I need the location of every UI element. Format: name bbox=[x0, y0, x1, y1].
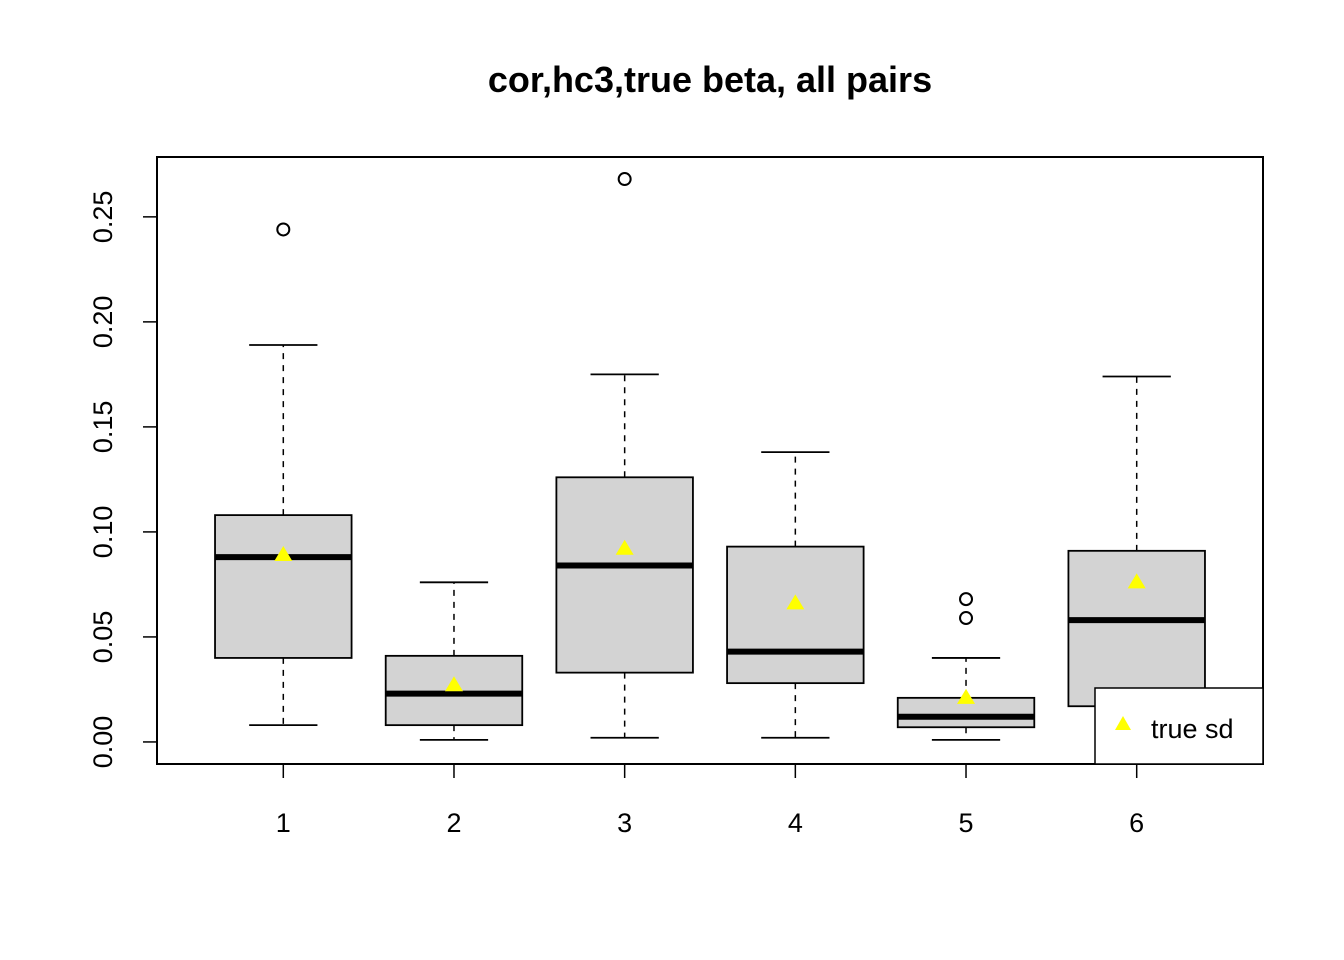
x-tick-label: 2 bbox=[446, 808, 461, 838]
x-tick-label: 3 bbox=[617, 808, 632, 838]
true-sd-marker bbox=[1127, 573, 1146, 589]
chart-title: cor,hc3,true beta, all pairs bbox=[488, 59, 932, 100]
true-sd-marker bbox=[957, 688, 976, 704]
true-sd-markers-layer bbox=[274, 539, 1146, 704]
boxes-layer bbox=[214, 172, 1206, 743]
box-body bbox=[384, 654, 524, 727]
outlier-point bbox=[276, 222, 291, 237]
x-tick-label: 1 bbox=[276, 808, 291, 838]
true-sd-marker bbox=[786, 594, 805, 610]
legend: true sd bbox=[1094, 687, 1264, 765]
true-sd-marker bbox=[444, 676, 463, 692]
outlier-point bbox=[959, 592, 974, 607]
y-tick-label: 0.10 bbox=[88, 506, 118, 559]
legend-marker bbox=[1115, 716, 1131, 730]
axes-layer: 0.00 0.05 0.10 0.15 0.20 0.25 1 2 3 4 5 6 bbox=[88, 191, 1144, 838]
box-body bbox=[555, 476, 694, 674]
x-tick-label: 4 bbox=[788, 808, 803, 838]
y-tick-label: 0.20 bbox=[88, 296, 118, 349]
plot-frame bbox=[156, 156, 1264, 765]
y-tick-label: 0.05 bbox=[88, 611, 118, 664]
x-tick-label: 5 bbox=[959, 808, 974, 838]
y-tick-label: 0.25 bbox=[88, 191, 118, 244]
legend-label: true sd bbox=[1151, 714, 1234, 744]
true-sd-marker bbox=[615, 539, 634, 555]
box-body bbox=[726, 545, 865, 685]
outlier-point bbox=[617, 172, 632, 187]
true-sd-marker bbox=[274, 546, 293, 562]
x-tick-label: 6 bbox=[1129, 808, 1144, 838]
box-body bbox=[214, 514, 353, 659]
y-tick-label: 0.00 bbox=[88, 716, 118, 769]
y-tick-label: 0.15 bbox=[88, 401, 118, 454]
outlier-point bbox=[959, 611, 974, 626]
